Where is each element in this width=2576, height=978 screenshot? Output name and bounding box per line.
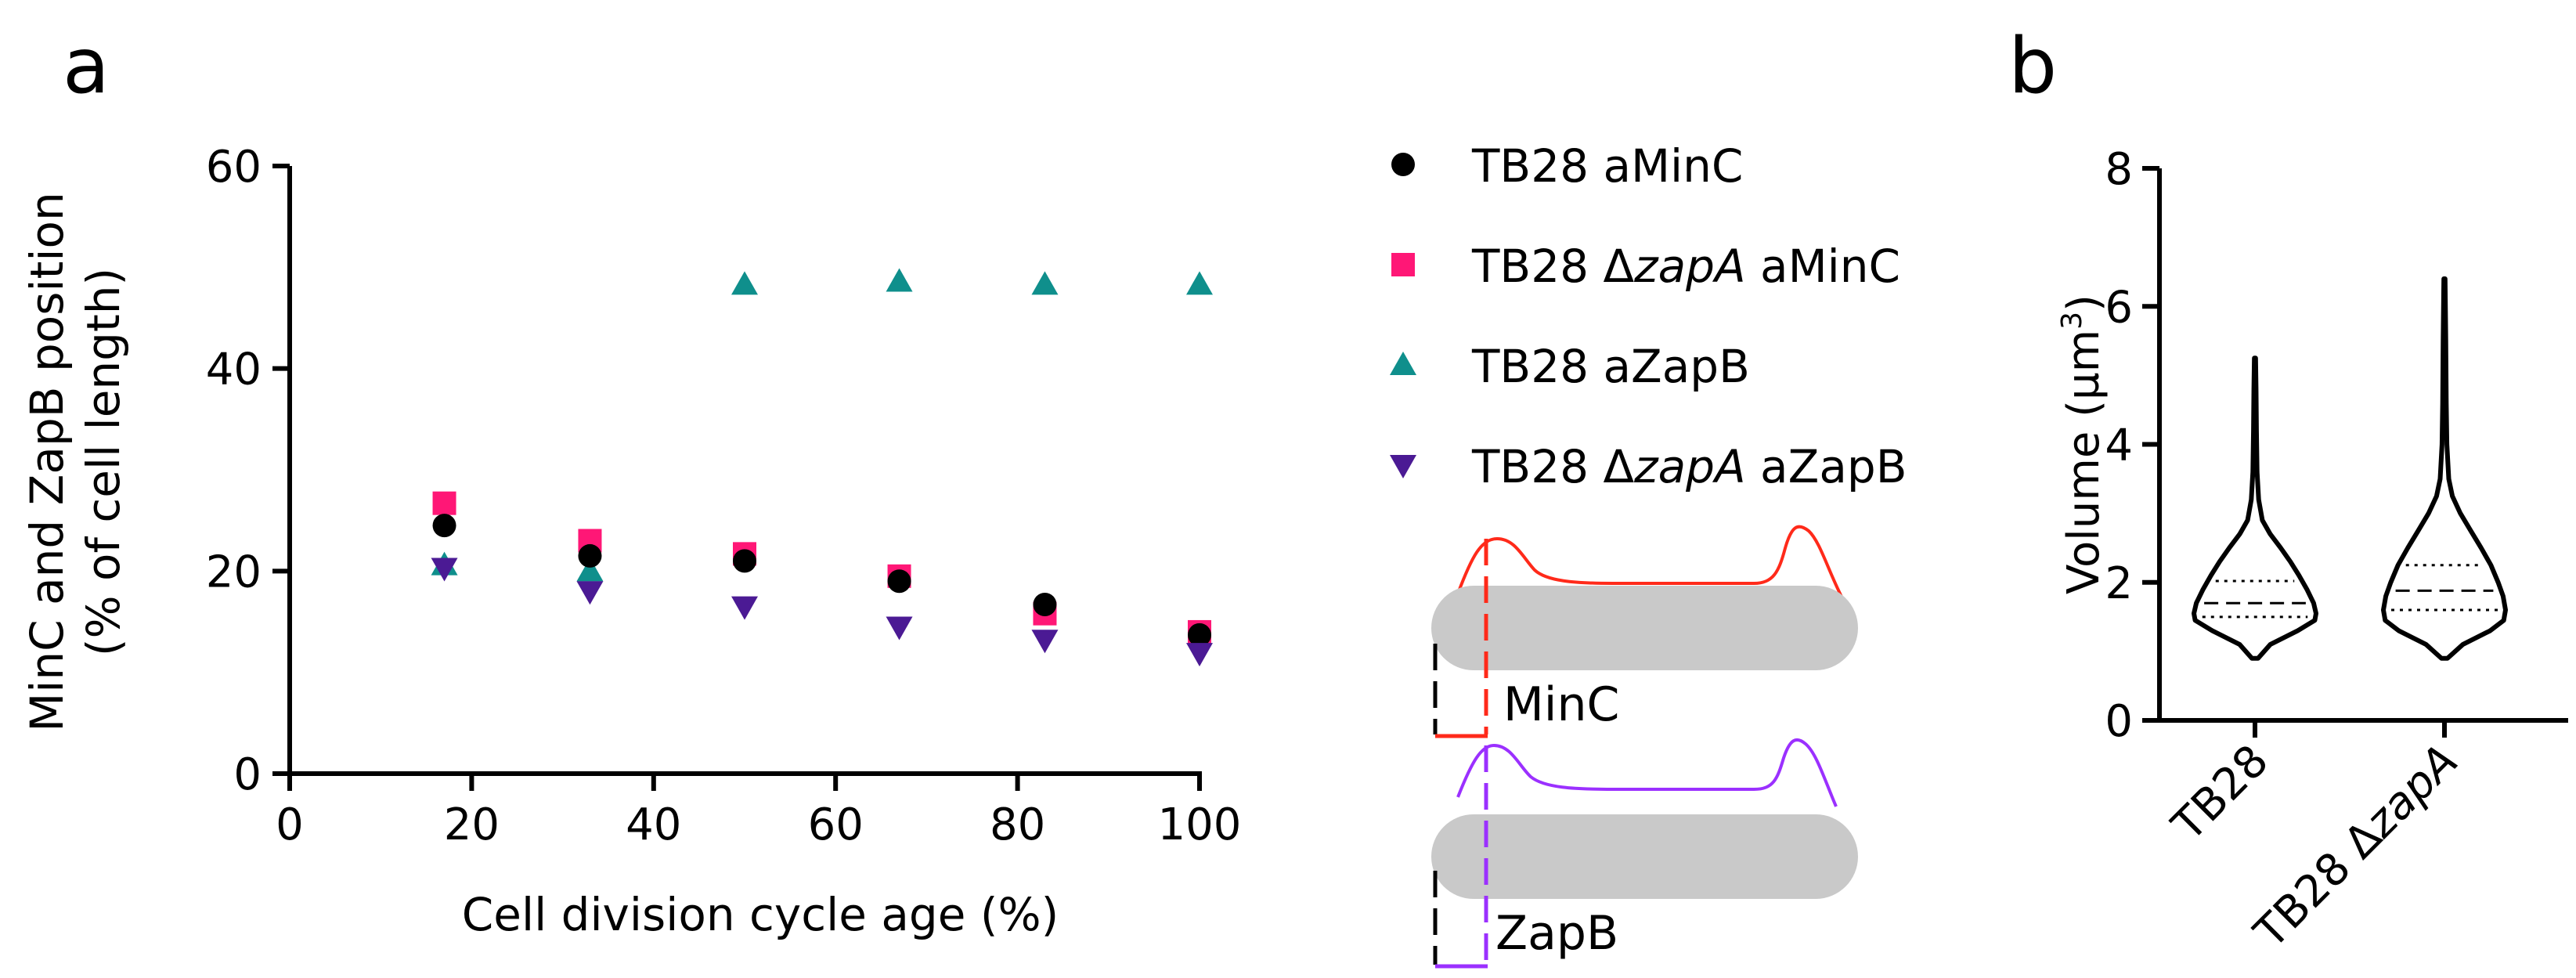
point-tb28_dzapa_azapb-5 [1186,643,1213,667]
legend-label-tb28_dzapa_aminc-part-2: aMinC [1746,240,1900,293]
panel-label-a: a [63,22,110,111]
panel-label-b: b [2008,22,2057,111]
point-tb28_dzapa_azapb-1 [576,581,604,605]
violin-x-tick-label-1: TB28 ΔzapA [2245,735,2468,958]
legend-label-tb28_dzapa_azapb-part-1: zapA [1633,440,1745,493]
legend-label-tb28_aminc-part-0: TB28 aMinC [1471,139,1743,193]
y-axis-title-line2: (% of cell length) [77,268,130,656]
y-tick-label: 0 [233,749,262,800]
violin-y-axis-title-close: ) [2058,294,2109,312]
point-tb28_aminc-2 [733,549,756,573]
violin-y-tick-label: 4 [2105,420,2133,471]
legend-label-tb28_dzapa_aminc-part-0: TB28 Δ [1471,240,1634,293]
violin-x-tick-label-0-part-0: TB28 [2162,735,2278,851]
violin-y-axis-title-sup: 3 [2056,312,2088,330]
x-tick-label: 0 [276,799,304,850]
legend-marker-tb28_dzapa_aminc [1391,253,1415,276]
legend-marker-tb28_azapb [1390,352,1416,375]
point-tb28_aminc-3 [887,569,911,594]
violin-x-tick-label-1-part-0: TB28 Δ [2245,811,2392,958]
violin-y-axis-title-main: Volume (µm [2058,330,2109,594]
minc-label: MinC [1503,677,1619,732]
y-tick-label: 60 [206,142,262,193]
point-tb28_dzapa_azapb-2 [731,596,758,620]
legend-label-tb28_dzapa_azapb-part-2: aZapB [1746,440,1907,493]
x-tick-label: 20 [444,799,500,850]
point-tb28_azapb-5 [1186,271,1213,295]
point-tb28_aminc-1 [578,543,602,568]
legend-label-tb28_dzapa_azapb: TB28 ΔzapA aZapB [1471,440,1907,493]
legend-marker-tb28_aminc [1391,153,1415,176]
zapb-profile-curve [1456,738,1838,807]
x-axis-title: Cell division cycle age (%) [462,888,1059,941]
minc-schematic: MinC [1431,525,1858,738]
cell-schematic: MinC ZapB [1431,525,1858,969]
violin-y-tick-label: 2 [2105,558,2133,609]
violin-y-tick-label: 0 [2105,696,2133,747]
minc-profile-curve [1456,525,1845,602]
point-tb28_azapb-3 [886,268,913,292]
y-tick-label: 20 [206,547,262,597]
legend-label-tb28_dzapa_aminc: TB28 ΔzapA aMinC [1471,240,1900,293]
y-tick-label: 40 [206,345,262,395]
x-tick-label: 40 [626,799,681,850]
violin-body-0 [2192,355,2318,661]
point-tb28_dzapa_aminc-0 [432,491,456,515]
violin-y-axis-title: Volume (µm3) [2056,294,2109,594]
cell-outline-minc [1431,586,1858,670]
zapb-schematic: ZapB [1431,738,1858,969]
point-tb28_aminc-5 [1188,623,1211,647]
legend-label-tb28_aminc: TB28 aMinC [1471,139,1743,193]
violin-y-tick-label: 8 [2105,144,2133,195]
legend-marker-tb28_dzapa_azapb [1390,455,1416,478]
point-tb28_dzapa_azapb-0 [431,558,458,582]
violin-body-1 [2381,276,2508,661]
point-tb28_aminc-4 [1033,593,1057,617]
violin-y-tick-label: 6 [2105,282,2133,333]
x-tick-label: 60 [808,799,864,850]
violin-x-tick-label-0: TB28 [2162,735,2278,851]
point-tb28_dzapa_azapb-3 [886,616,913,641]
point-tb28_aminc-0 [432,514,456,538]
legend-label-tb28_dzapa_azapb-part-0: TB28 Δ [1471,440,1634,493]
point-tb28_azapb-2 [731,271,758,295]
x-tick-label: 100 [1158,799,1242,850]
legend-label-tb28_azapb-part-0: TB28 aZapB [1471,340,1750,393]
point-tb28_azapb-1 [576,558,604,582]
legend-label-tb28_dzapa_aminc-part-1: zapA [1633,240,1745,293]
legend-label-tb28_azapb: TB28 aZapB [1471,340,1750,393]
zapb-label: ZapB [1495,906,1618,961]
point-tb28_azapb-4 [1031,271,1059,295]
cell-outline-zapb [1431,814,1858,899]
y-axis-title-line1: MinC and ZapB position [20,192,74,731]
x-tick-label: 80 [990,799,1045,850]
point-tb28_dzapa_azapb-4 [1031,630,1059,654]
scatter-plot: 0 20 40 60 80 100 0 20 40 60 Cell division cycle a… [20,142,1241,941]
